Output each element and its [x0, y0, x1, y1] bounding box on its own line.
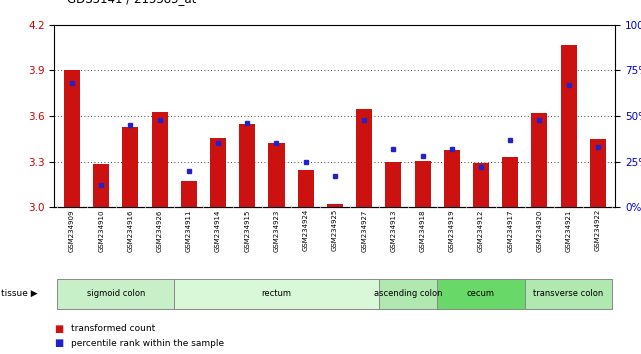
Bar	[122, 127, 138, 207]
Bar	[64, 70, 80, 207]
Text: GSM234918: GSM234918	[420, 209, 426, 252]
Text: GSM234909: GSM234909	[69, 209, 75, 252]
Bar	[181, 181, 197, 207]
Bar	[297, 170, 313, 207]
Text: GSM234915: GSM234915	[244, 209, 250, 252]
Bar	[531, 113, 547, 207]
Text: GSM234919: GSM234919	[449, 209, 454, 252]
Text: transverse colon: transverse colon	[533, 289, 604, 298]
Text: GSM234914: GSM234914	[215, 209, 221, 252]
Text: percentile rank within the sample: percentile rank within the sample	[71, 339, 224, 348]
Bar	[93, 164, 109, 207]
Text: GSM234917: GSM234917	[507, 209, 513, 252]
Bar	[444, 150, 460, 207]
Bar	[525, 279, 612, 309]
Bar	[152, 112, 168, 207]
Bar	[415, 161, 431, 207]
Text: GDS3141 / 215385_at: GDS3141 / 215385_at	[67, 0, 197, 5]
Bar	[174, 279, 379, 309]
Bar	[58, 279, 174, 309]
Bar	[356, 109, 372, 207]
Text: GSM234916: GSM234916	[128, 209, 133, 252]
Text: GSM234925: GSM234925	[332, 209, 338, 251]
Bar	[590, 139, 606, 207]
Text: GSM234912: GSM234912	[478, 209, 484, 252]
Bar	[269, 143, 285, 207]
Bar	[327, 204, 343, 207]
Text: GSM234923: GSM234923	[274, 209, 279, 252]
Text: GSM234910: GSM234910	[98, 209, 104, 252]
Bar	[561, 45, 577, 207]
Text: rectum: rectum	[262, 289, 292, 298]
Text: tissue ▶: tissue ▶	[1, 289, 38, 298]
Bar	[210, 138, 226, 207]
Bar	[379, 279, 437, 309]
Text: ascending colon: ascending colon	[374, 289, 442, 298]
Text: transformed count: transformed count	[71, 324, 154, 333]
Bar	[437, 279, 525, 309]
Text: GSM234924: GSM234924	[303, 209, 309, 251]
Text: ■: ■	[54, 324, 63, 333]
Text: GSM234921: GSM234921	[565, 209, 572, 252]
Text: ■: ■	[54, 338, 63, 348]
Text: cecum: cecum	[467, 289, 495, 298]
Text: GSM234920: GSM234920	[537, 209, 542, 252]
Text: GSM234927: GSM234927	[361, 209, 367, 252]
Bar	[239, 124, 255, 207]
Text: GSM234926: GSM234926	[156, 209, 163, 252]
Bar	[473, 163, 489, 207]
Text: GSM234922: GSM234922	[595, 209, 601, 251]
Bar	[502, 157, 518, 207]
Text: sigmoid colon: sigmoid colon	[87, 289, 145, 298]
Text: GSM234911: GSM234911	[186, 209, 192, 252]
Bar	[385, 161, 401, 207]
Text: GSM234913: GSM234913	[390, 209, 396, 252]
